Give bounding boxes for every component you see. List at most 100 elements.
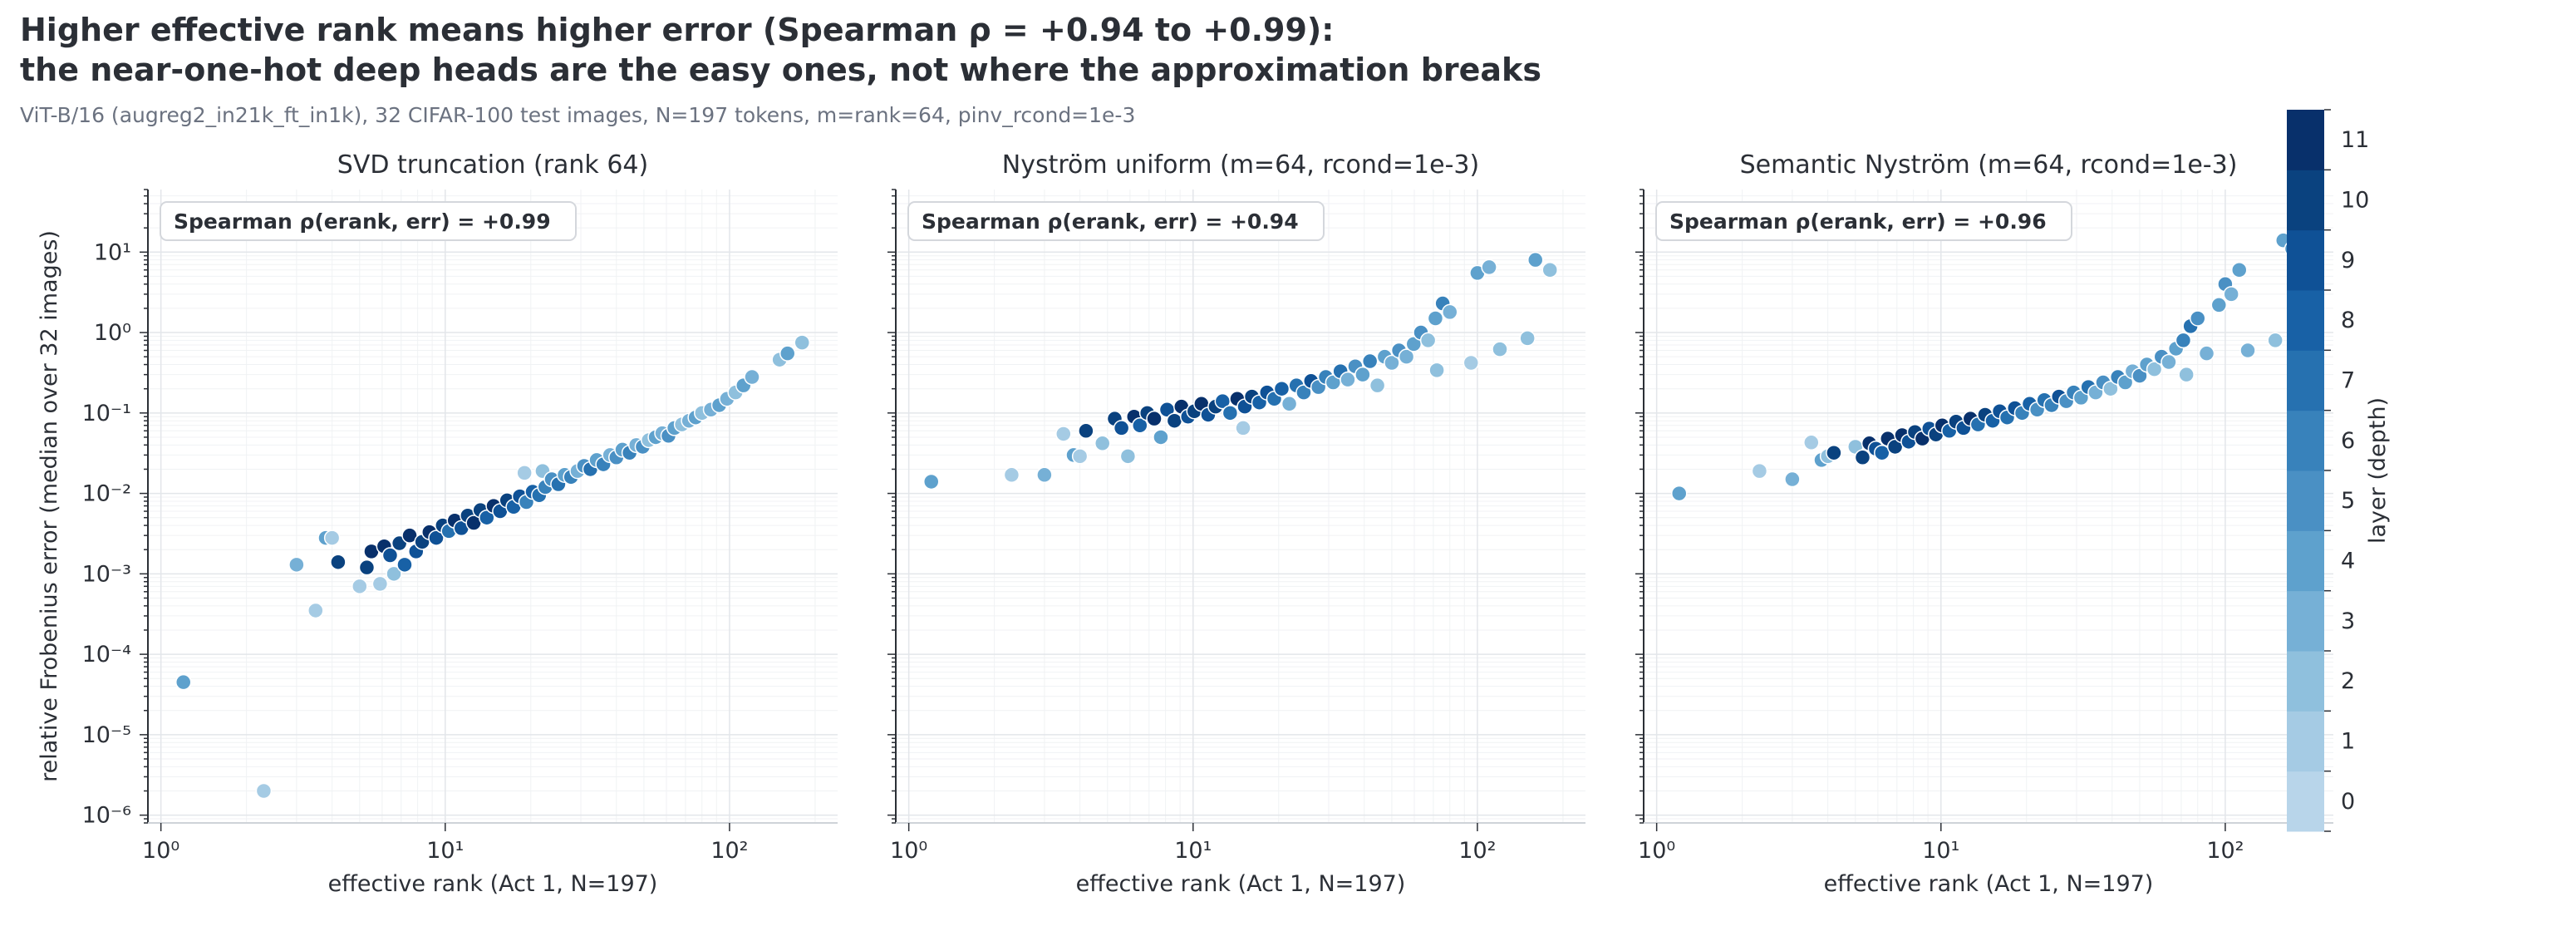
- colorbar-segment: [2287, 290, 2324, 351]
- figure-title-line-1: Higher effective rank means higher error…: [20, 12, 1335, 48]
- data-point: [330, 554, 347, 570]
- spearman-annotation: Spearman ρ(erank, err) = +0.96: [1669, 209, 2047, 234]
- data-point: [1670, 485, 1688, 502]
- x-axis-label: effective rank (Act 1, N=197): [1076, 871, 1406, 897]
- data-point: [1541, 262, 1559, 278]
- data-point: [2210, 297, 2228, 313]
- data-point: [428, 530, 445, 546]
- data-point: [1354, 366, 1371, 383]
- spearman-annotation: Spearman ρ(erank, err) = +0.94: [922, 209, 1299, 234]
- data-point: [2231, 262, 2248, 278]
- data-point: [1361, 352, 1379, 370]
- colorbar-segment: [2287, 350, 2324, 411]
- colorbar-tick-label: 8: [2341, 308, 2355, 333]
- colorbar-segment: [2287, 229, 2324, 291]
- data-point: [1519, 330, 1536, 347]
- annotation-box: [1655, 201, 2072, 241]
- x-axis-label: effective rank (Act 1, N=197): [328, 871, 658, 897]
- spearman-annotation: Spearman ρ(erank, err) = +0.99: [174, 209, 551, 234]
- colorbar-tick-label: 3: [2341, 608, 2355, 634]
- colorbar-segment: [2287, 590, 2324, 652]
- data-point: [1235, 420, 1251, 436]
- data-point: [323, 530, 341, 546]
- colorbar-segment: [2287, 170, 2324, 231]
- data-point: [794, 334, 811, 351]
- colorbar-segment: [2287, 651, 2324, 712]
- figure-title: Higher effective rank means higher error…: [20, 10, 1541, 90]
- data-point: [1281, 396, 1298, 412]
- panel-title: SVD truncation (rank 64): [337, 150, 648, 180]
- data-point: [1094, 435, 1111, 452]
- data-point: [401, 527, 418, 544]
- data-point: [1527, 251, 1544, 268]
- data-point: [1222, 405, 1239, 421]
- data-point: [1826, 444, 1842, 461]
- data-point: [516, 465, 533, 481]
- data-point: [2198, 345, 2215, 362]
- colorbar-segment: [2287, 110, 2324, 170]
- chart-panel-1: 10⁰ 10¹ 10² 10⁻⁶ 10⁻⁵ 10⁻⁴ 10⁻³ 10⁻² 10⁻¹ 10⁰ 10¹ S…: [37, 150, 838, 897]
- y-tick-label: 10⁻⁴: [82, 642, 131, 667]
- colorbar-segment: [2287, 771, 2324, 832]
- data-point: [1055, 426, 1072, 442]
- data-point: [2223, 286, 2239, 303]
- data-point: [1340, 371, 1356, 388]
- figure-subtitle: ViT-B/16 (augreg2_in21k_ft_in1k), 32 CIF…: [20, 103, 1136, 127]
- y-tick-label: 10¹: [94, 239, 131, 265]
- annotation-box: [907, 201, 1325, 241]
- x-axis-label: effective rank (Act 1, N=197): [1824, 871, 2154, 897]
- x-tick-label: 10²: [2206, 838, 2244, 864]
- panel-title: Semantic Nyström (m=64, rcond=1e-3): [1740, 150, 2238, 180]
- colorbar-tick-label: 9: [2341, 248, 2355, 273]
- data-point: [1419, 332, 1437, 349]
- x-tick-label: 10¹: [1922, 838, 1959, 864]
- data-point: [1036, 466, 1053, 484]
- data-point: [1119, 448, 1137, 465]
- y-tick-label: 10⁻¹: [82, 401, 131, 426]
- data-point: [358, 559, 376, 576]
- data-point: [2131, 367, 2148, 384]
- data-point: [2161, 353, 2177, 371]
- data-point: [371, 575, 389, 593]
- panel-title: Nyström uniform (m=64, rcond=1e-3): [1002, 150, 1479, 180]
- data-point: [2146, 361, 2163, 377]
- figure-title-line-2: the near-one-hot deep heads are the easy…: [20, 52, 1541, 88]
- data-point: [1784, 470, 1801, 488]
- x-tick-label: 10⁰: [1638, 838, 1675, 864]
- colorbar-tick-label: 11: [2341, 127, 2369, 153]
- data-point: [288, 556, 305, 574]
- data-point: [2175, 332, 2192, 349]
- chart-panel-3: 10⁰ 10¹ 10² Semantic Nyström (m=64, rcond=1…: [1635, 150, 2333, 897]
- x-tick-label: 10⁰: [142, 838, 179, 864]
- y-tick-label: 10⁰: [94, 320, 131, 346]
- colorbar-tick-label: 10: [2341, 188, 2369, 214]
- data-point: [1003, 466, 1020, 484]
- data-point: [1442, 303, 1458, 321]
- colorbar: 0 1 2 3 4 5 6 7 8 9 10 11 layer (depth): [2287, 109, 2391, 832]
- data-point: [1428, 362, 1445, 379]
- data-point: [1481, 259, 1497, 276]
- y-tick-label: 10⁻²: [82, 481, 131, 507]
- x-tick-label: 10⁰: [890, 838, 927, 864]
- colorbar-segment: [2287, 711, 2324, 772]
- data-point: [1751, 462, 1768, 480]
- data-point: [307, 602, 324, 619]
- data-point: [2102, 380, 2119, 397]
- data-point: [1398, 348, 1415, 365]
- data-point: [2116, 374, 2134, 391]
- data-point: [1369, 377, 1386, 394]
- data-point: [381, 547, 399, 564]
- data-point: [396, 556, 413, 574]
- colorbar-tick-label: 5: [2341, 488, 2355, 514]
- x-tick-label: 10¹: [1174, 838, 1212, 864]
- data-point: [1492, 341, 1508, 357]
- colorbar-label: layer (depth): [2365, 397, 2391, 544]
- colorbar-tick-label: 4: [2341, 549, 2355, 574]
- data-point: [351, 578, 368, 595]
- data-point: [2190, 310, 2206, 327]
- y-tick-label: 10⁻⁵: [82, 722, 131, 748]
- colorbar-tick-label: 1: [2341, 729, 2355, 755]
- data-point: [1384, 354, 1400, 372]
- data-point: [779, 345, 796, 362]
